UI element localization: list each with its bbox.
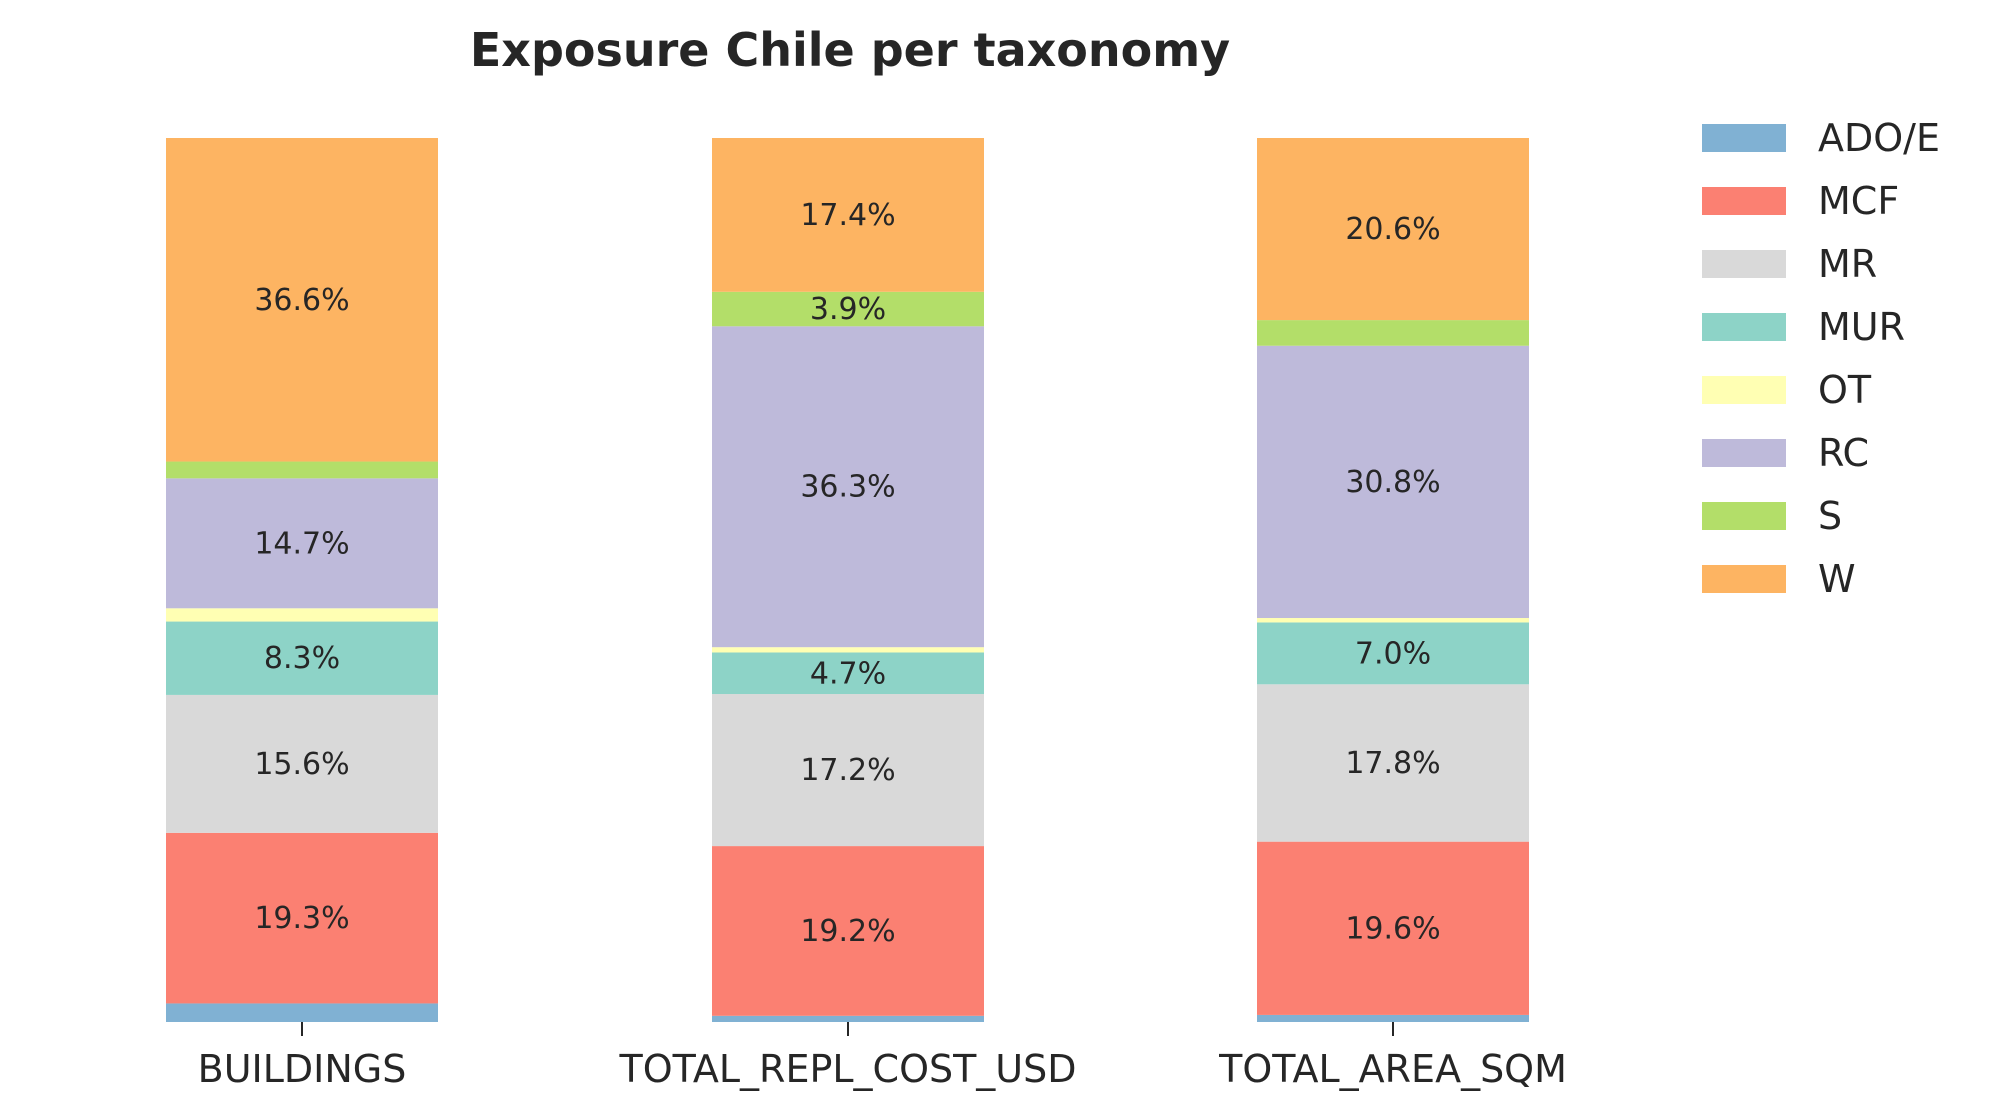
data-label-total-area-sqm-mr: 17.8% xyxy=(1345,746,1440,781)
bar-segment-total-area-sqm-rc xyxy=(1257,345,1529,619)
bar-segment-total-repl-cost-usd-rc xyxy=(712,326,984,648)
legend-swatch-w xyxy=(1702,565,1786,593)
bar-segment-buildings-mur xyxy=(166,621,438,695)
x-tick-label-total-repl-cost-usd: TOTAL_REPL_COST_USD xyxy=(618,1047,1076,1091)
chart-title: Exposure Chile per taxonomy xyxy=(470,23,1230,77)
legend-label-ado-e: ADO/E xyxy=(1818,116,1940,160)
legend-swatch-mcf xyxy=(1702,187,1786,215)
x-tick-label-total-area-sqm: TOTAL_AREA_SQM xyxy=(1218,1047,1567,1091)
bar-segment-total-repl-cost-usd-w xyxy=(712,138,984,292)
bar-segment-buildings-w xyxy=(166,138,438,462)
x-tick-label-buildings: BUILDINGS xyxy=(198,1047,407,1091)
bar-segment-buildings-mcf xyxy=(166,832,438,1004)
bar-segment-buildings-rc xyxy=(166,478,438,609)
bar-segment-total-area-sqm-mr xyxy=(1257,684,1529,842)
bar-segment-buildings-s xyxy=(166,461,438,479)
data-label-buildings-mr: 15.6% xyxy=(254,747,349,782)
legend-swatch-mur xyxy=(1702,313,1786,341)
data-label-total-repl-cost-usd-w: 17.4% xyxy=(800,198,895,233)
bar-segment-total-area-sqm-ado-e xyxy=(1257,1014,1529,1022)
data-label-total-area-sqm-rc: 30.8% xyxy=(1345,465,1440,500)
bar-segment-total-repl-cost-usd-ado-e xyxy=(712,1015,984,1022)
bar-segment-total-area-sqm-mcf xyxy=(1257,841,1529,1015)
bar-segment-total-repl-cost-usd-s xyxy=(712,291,984,327)
bar-segment-total-repl-cost-usd-mur xyxy=(712,652,984,695)
legend-label-mr: MR xyxy=(1818,242,1877,286)
data-label-total-repl-cost-usd-s: 3.9% xyxy=(810,292,886,327)
data-label-buildings-mcf: 19.3% xyxy=(254,901,349,936)
legend-swatch-s xyxy=(1702,502,1786,530)
data-label-total-area-sqm-mcf: 19.6% xyxy=(1345,911,1440,946)
bar-segment-total-area-sqm-s xyxy=(1257,320,1529,346)
legend-swatch-ot xyxy=(1702,376,1786,404)
x-axis: BUILDINGS TOTAL_REPL_COST_USD TOTAL_AREA_S… xyxy=(198,1022,1567,1091)
data-label-total-area-sqm-mur: 7.0% xyxy=(1355,636,1431,671)
bar-segment-total-repl-cost-usd-mcf xyxy=(712,846,984,1016)
legend-label-rc: RC xyxy=(1818,431,1869,475)
legend-label-w: W xyxy=(1818,557,1856,601)
bar-segment-total-area-sqm-mur xyxy=(1257,622,1529,685)
data-label-total-repl-cost-usd-mcf: 19.2% xyxy=(800,914,895,949)
data-label-total-repl-cost-usd-rc: 36.3% xyxy=(800,470,895,505)
bar-segment-total-area-sqm-w xyxy=(1257,138,1529,321)
legend-label-ot: OT xyxy=(1818,368,1872,412)
bar-segment-buildings-mr xyxy=(166,694,438,833)
bar-segment-total-area-sqm-ot xyxy=(1257,618,1529,623)
bar-segment-total-repl-cost-usd-mr xyxy=(712,694,984,847)
legend-label-mcf: MCF xyxy=(1818,179,1899,223)
bar-segment-total-repl-cost-usd-ot xyxy=(712,647,984,653)
data-label-total-repl-cost-usd-mur: 4.7% xyxy=(810,656,886,691)
legend-label-mur: MUR xyxy=(1818,305,1905,349)
legend-swatch-rc xyxy=(1702,439,1786,467)
data-label-buildings-mur: 8.3% xyxy=(264,641,340,676)
data-label-total-area-sqm-w: 20.6% xyxy=(1345,212,1440,247)
data-label-total-repl-cost-usd-mr: 17.2% xyxy=(800,753,895,788)
bar-segment-buildings-ot xyxy=(166,608,438,622)
legend-swatch-ado-e xyxy=(1702,124,1786,152)
legend-swatch-mr xyxy=(1702,250,1786,278)
data-label-buildings-rc: 14.7% xyxy=(254,526,349,561)
bars: 19.3% 15.6% 8.3% 14.7% 36.6% 19.2% 17.2% 4.7% 36… xyxy=(166,138,1529,1022)
bar-segment-buildings-ado-e xyxy=(166,1003,438,1022)
legend: ADO/E MCF MR MUR OT RC SW xyxy=(1702,116,1940,601)
data-label-buildings-w: 36.6% xyxy=(254,283,349,318)
legend-label-s: S xyxy=(1818,494,1842,538)
